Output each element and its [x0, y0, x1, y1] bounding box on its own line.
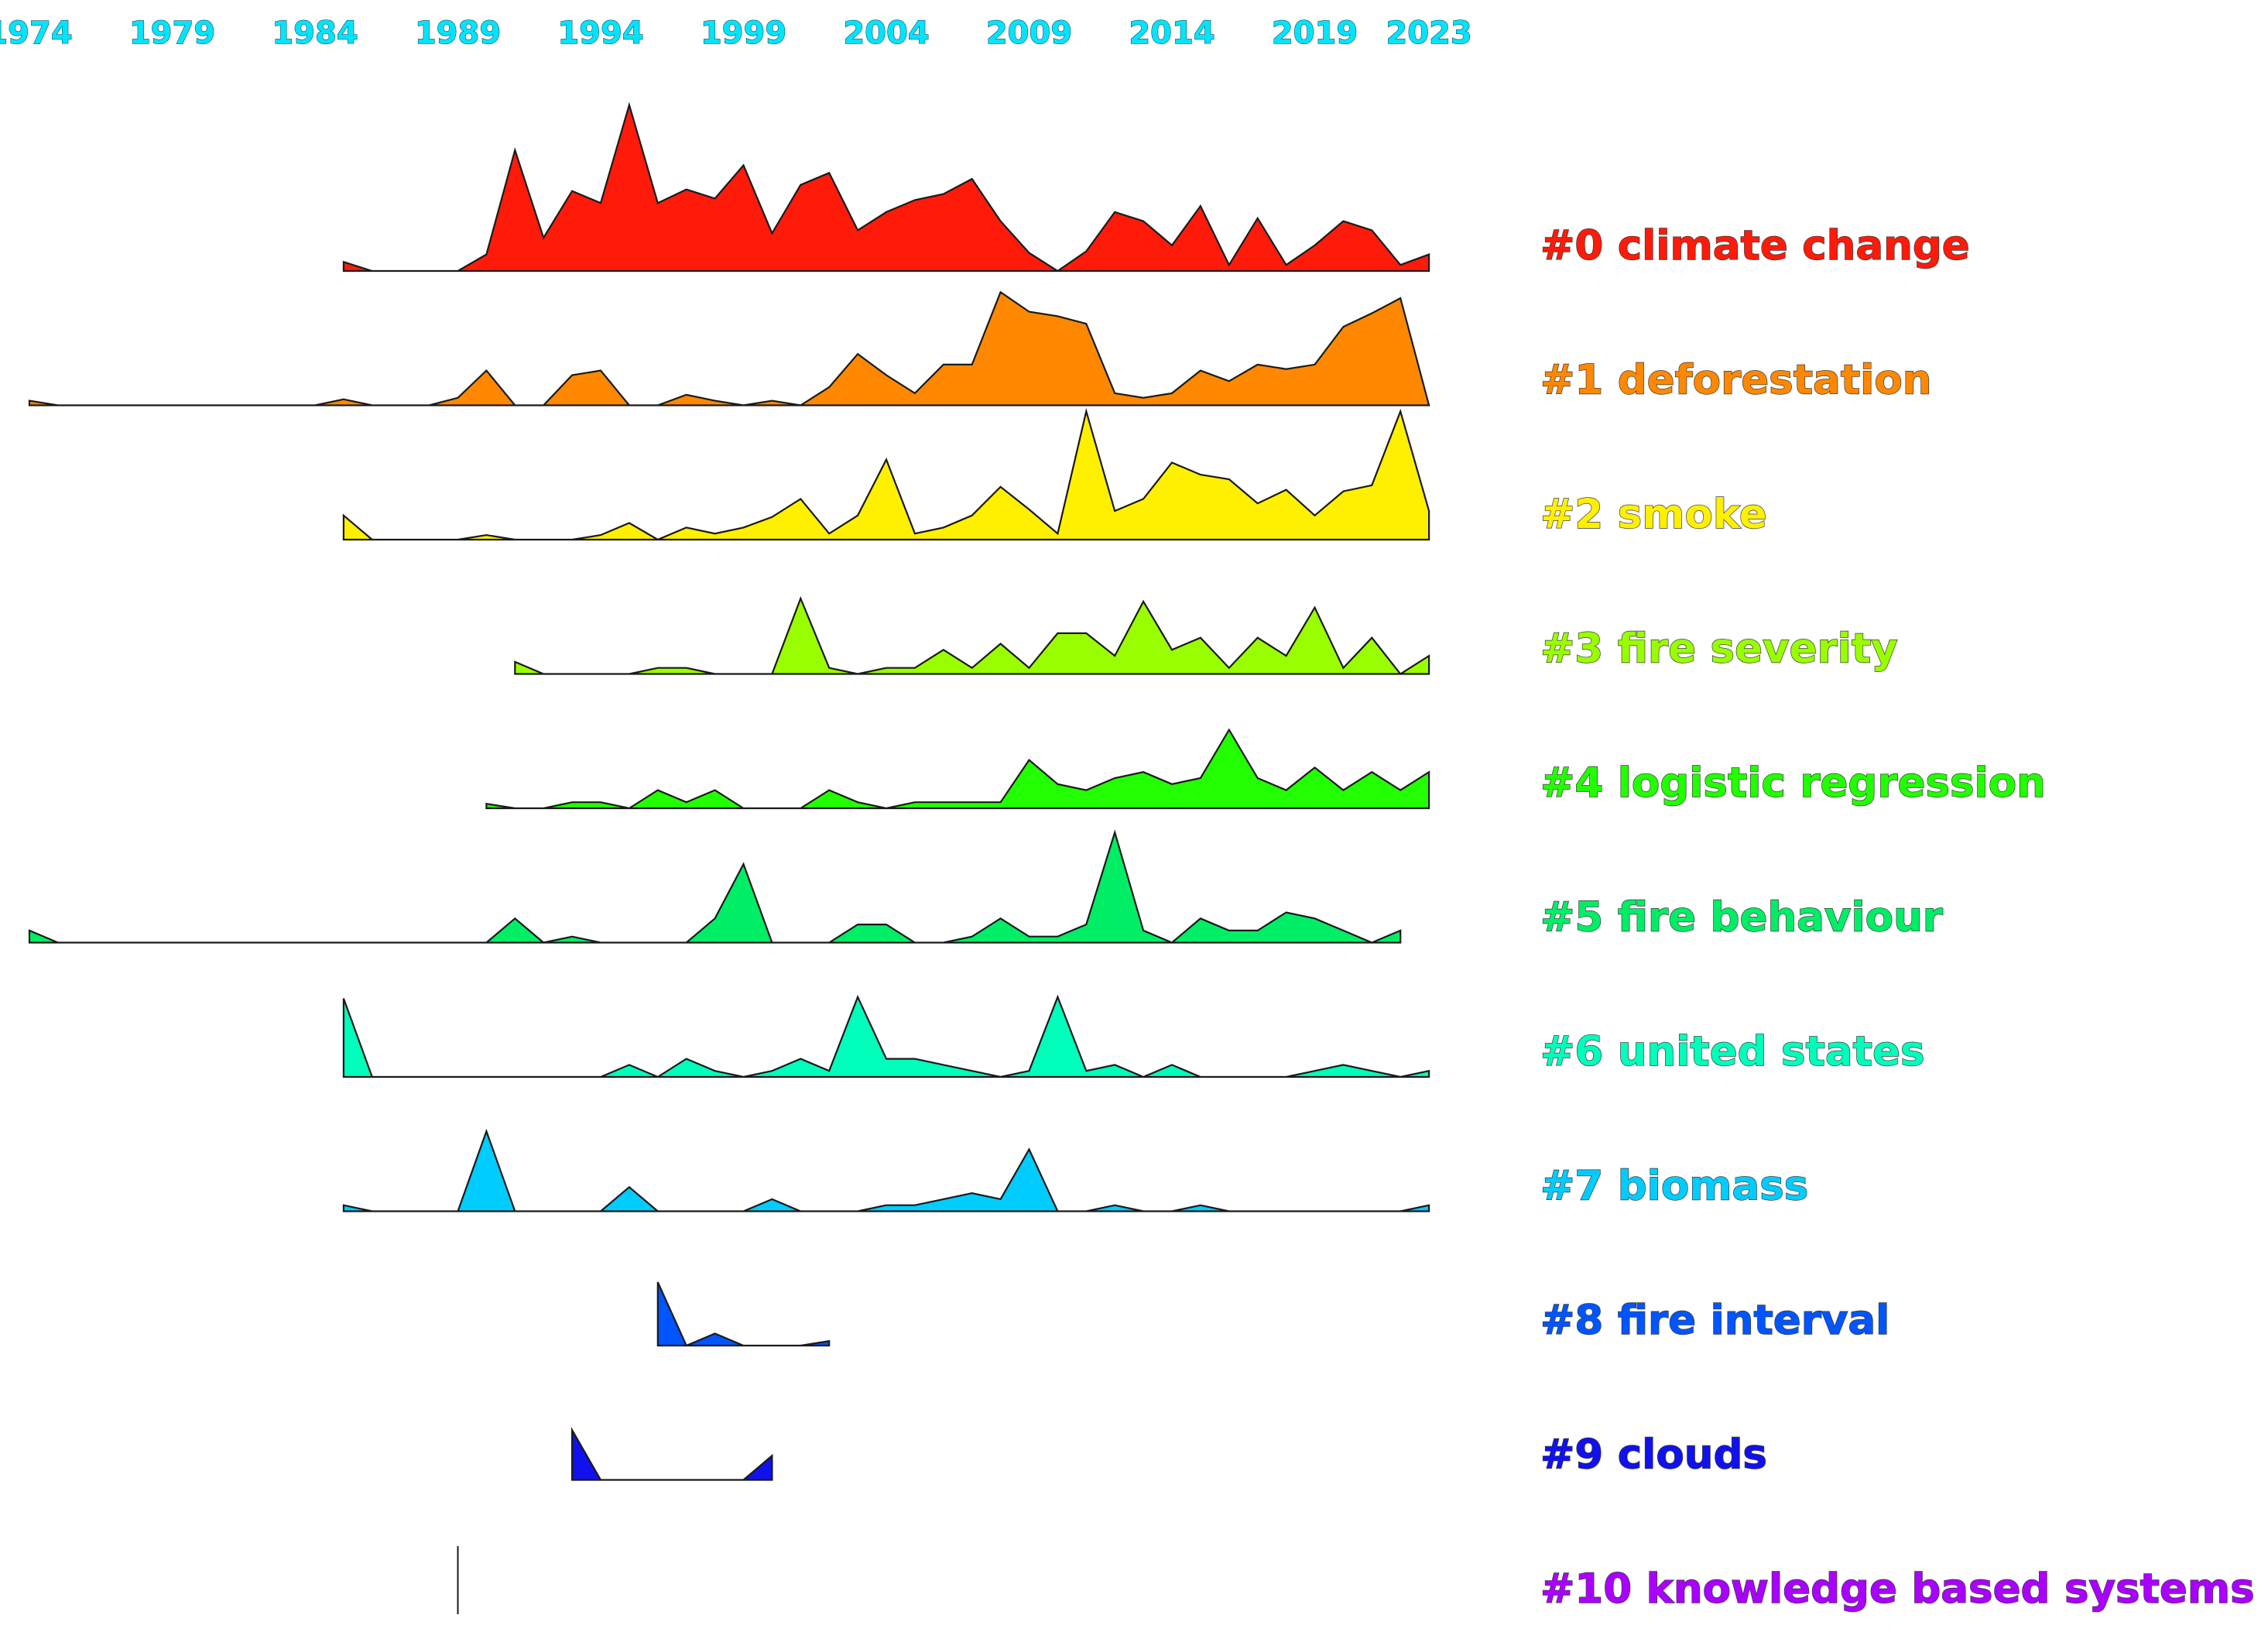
cluster-area-9 — [571, 1427, 773, 1481]
cluster-area-7 — [342, 1128, 1430, 1212]
cluster-label-1: #1 deforestation — [1540, 357, 1931, 404]
cluster-label-4: #4 logistic regression — [1540, 759, 2046, 807]
cluster-area-3 — [514, 596, 1430, 675]
year-tick-label: 2009 — [986, 15, 1072, 51]
cluster-labels: #0 climate change #1 deforestation #2 smok… — [1540, 221, 2255, 1613]
cluster-label-5: #5 fire behaviour — [1540, 894, 1943, 941]
cluster-label-0: #0 climate change — [1540, 222, 1970, 269]
year-tick-label: 1979 — [129, 15, 215, 51]
cluster-area-0 — [342, 101, 1430, 273]
year-tick-label: 1994 — [557, 15, 643, 51]
year-tick-label: 1989 — [415, 15, 501, 51]
year-tick-label: 2019 — [1272, 15, 1358, 51]
cluster-area-8 — [656, 1281, 831, 1347]
cluster-area-4 — [485, 728, 1430, 810]
cluster-areas — [28, 101, 1430, 1614]
year-tick-label: 2014 — [1129, 15, 1215, 51]
year-tick-label: 1974 — [0, 15, 73, 51]
cluster-label-3: #3 fire severity — [1540, 626, 1898, 673]
cluster-area-1 — [28, 290, 1430, 406]
cluster-label-8: #8 fire interval — [1540, 1297, 1889, 1344]
year-axis: 1974 1979 1984 1989 1994 1999 2004 2009 2014 2019… — [0, 15, 1472, 51]
cluster-area-5 — [28, 829, 1402, 944]
year-tick-label: 1984 — [272, 15, 358, 51]
cluster-label-7: #7 biomass — [1540, 1163, 1808, 1210]
cluster-area-2 — [342, 407, 1430, 541]
cluster-label-6: #6 united states — [1540, 1028, 1925, 1075]
cluster-area-6 — [342, 994, 1430, 1078]
year-tick-label: 1999 — [701, 15, 786, 51]
cluster-label-9: #9 clouds — [1540, 1432, 1767, 1479]
cluster-label-10: #10 knowledge based systems — [1540, 1565, 2255, 1613]
cluster-label-2: #2 smoke — [1540, 491, 1767, 538]
year-tick-label: 2023 — [1386, 15, 1471, 51]
year-tick-label: 2004 — [843, 15, 929, 51]
